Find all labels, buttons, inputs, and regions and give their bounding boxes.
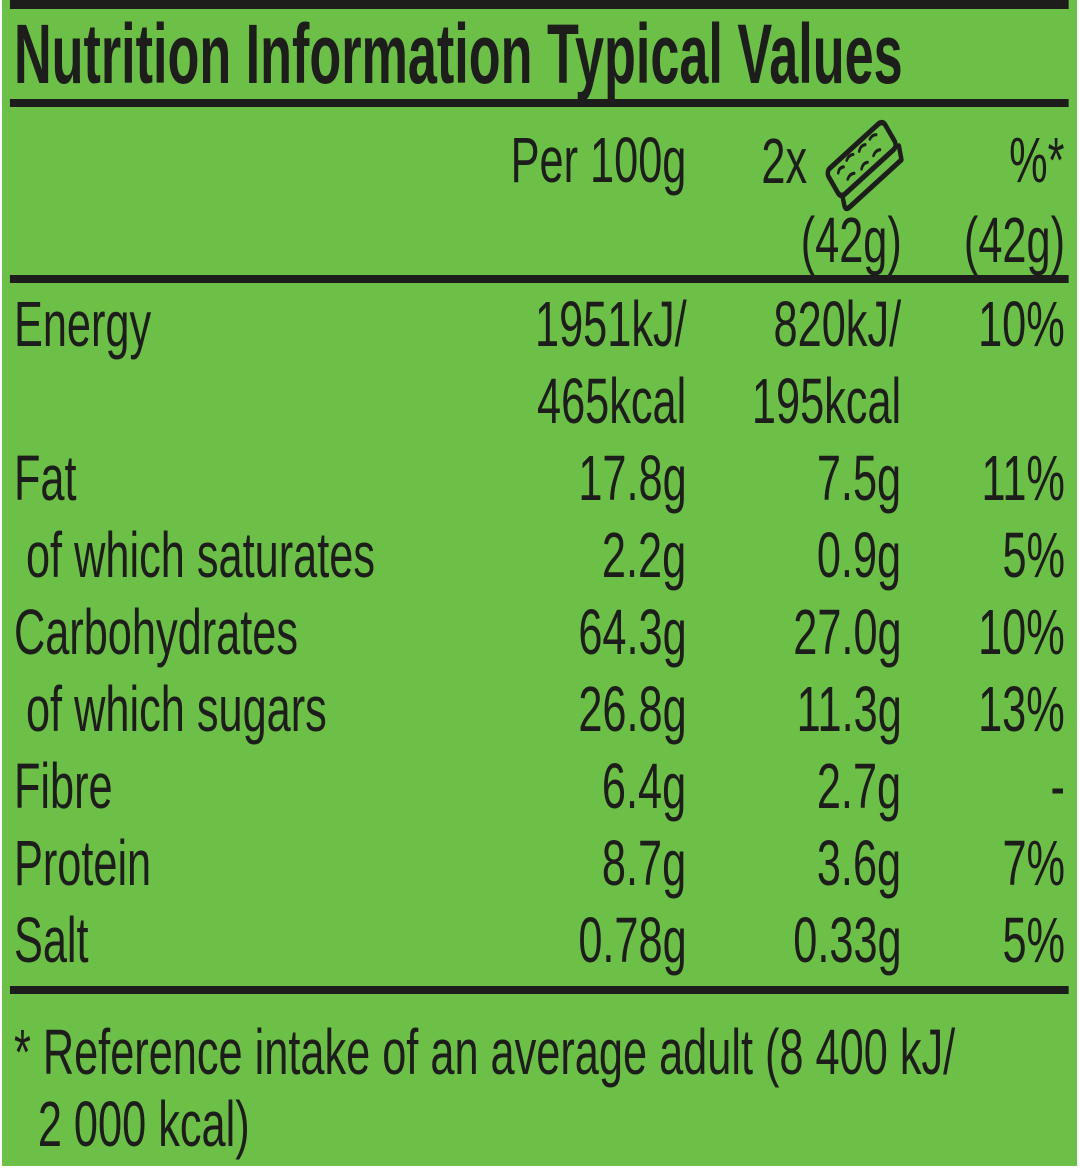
header-per-portion: 2x: [687, 113, 904, 212]
value-per-100g: 465kcal: [537, 365, 687, 437]
reference-intake-line2: 2 000 kcal): [37, 1088, 250, 1160]
nutrient-row-fibre: Fibre 6.4g 2.7g -: [14, 748, 1065, 825]
title-divider: [9, 99, 1069, 107]
value-per-portion: 27.0g: [793, 596, 902, 668]
nutrient-label: Carbohydrates: [13, 596, 298, 668]
nutrient-label: Fibre: [13, 750, 113, 822]
column-header-row: Per 100g 2x: [2, 107, 1077, 212]
nutrient-row-protein: Protein 8.7g 3.6g 7%: [14, 825, 1065, 902]
nutrient-label: of which sugars: [13, 673, 327, 745]
header-spacer: [14, 113, 472, 209]
cereal-bar-icon: [825, 119, 904, 212]
value-percent-ri: 5%: [1002, 519, 1065, 591]
value-percent-ri: 5%: [1002, 904, 1065, 976]
portion-weight: (42g): [800, 204, 902, 276]
top-rule: [9, 0, 1069, 9]
value-per-100g: 6.4g: [602, 750, 687, 822]
portion-multiplier: 2x: [761, 125, 808, 197]
reference-intake-note: * Reference intake of an average adult (…: [2, 994, 1077, 1160]
percent-weight: (42g): [963, 204, 1065, 276]
value-per-portion: 0.33g: [793, 904, 902, 976]
value-per-portion: 11.3g: [796, 673, 902, 745]
value-percent-ri: 11%: [981, 442, 1065, 514]
value-per-100g: 26.8g: [578, 673, 687, 745]
page-title: Nutrition Information Typical Values: [2, 9, 1077, 99]
nutrient-row-energy-kcal: 465kcal 195kcal: [14, 363, 1065, 440]
value-per-portion: 820kJ/: [773, 288, 902, 360]
nutrient-label: Protein: [13, 827, 152, 899]
value-percent-ri: 13%: [977, 673, 1065, 745]
nutrient-row-saturates: of which saturates 2.2g 0.9g 5%: [14, 517, 1065, 594]
value-per-100g: 8.7g: [602, 827, 687, 899]
value-percent-ri: -: [1050, 750, 1065, 822]
page-title-text: Nutrition Information Typical Values: [13, 7, 903, 101]
nutrient-label: [14, 363, 472, 440]
value-percent-ri: [901, 363, 1064, 440]
column-subheader-row: (42g) (42g): [2, 204, 1077, 276]
value-per-100g: 1951kJ/: [534, 288, 687, 360]
nutrient-row-salt: Salt 0.78g 0.33g 5%: [14, 902, 1065, 979]
subheader-spacer2: [472, 209, 687, 271]
nutrient-row-energy: Energy 1951kJ/ 820kJ/ 10%: [14, 286, 1065, 363]
header-per-100g: Per 100g: [510, 124, 687, 196]
value-percent-ri: 7%: [1002, 827, 1065, 899]
nutrient-row-sugars: of which sugars 26.8g 11.3g 13%: [14, 671, 1065, 748]
footer-divider: [9, 986, 1069, 994]
nutrient-label: Energy: [13, 288, 152, 360]
value-per-portion: 195kcal: [752, 365, 902, 437]
value-per-100g: 64.3g: [578, 596, 687, 668]
value-per-portion: 0.9g: [817, 519, 902, 591]
value-per-portion: 7.5g: [817, 442, 902, 514]
value-per-portion: 3.6g: [817, 827, 902, 899]
subheader-spacer: [14, 209, 472, 271]
value-percent-ri: 10%: [977, 288, 1065, 360]
nutrient-label: of which saturates: [13, 519, 375, 591]
nutrient-label: Salt: [13, 904, 89, 976]
value-per-100g: 0.78g: [578, 904, 687, 976]
nutrition-table: Energy 1951kJ/ 820kJ/ 10% 465kcal 195kca…: [2, 283, 1077, 979]
value-percent-ri: 10%: [977, 596, 1065, 668]
value-per-100g: 17.8g: [578, 442, 687, 514]
nutrient-row-carbohydrates: Carbohydrates 64.3g 27.0g 10%: [14, 594, 1065, 671]
header-percent-ri: %*: [1009, 124, 1065, 196]
value-per-100g: 2.2g: [602, 519, 687, 591]
reference-intake-line1: * Reference intake of an average adult (…: [13, 1016, 956, 1088]
value-per-portion: 2.7g: [817, 750, 902, 822]
nutrient-row-fat: Fat 17.8g 7.5g 11%: [14, 440, 1065, 517]
header-divider: [9, 275, 1069, 283]
nutrient-label: Fat: [13, 442, 77, 514]
